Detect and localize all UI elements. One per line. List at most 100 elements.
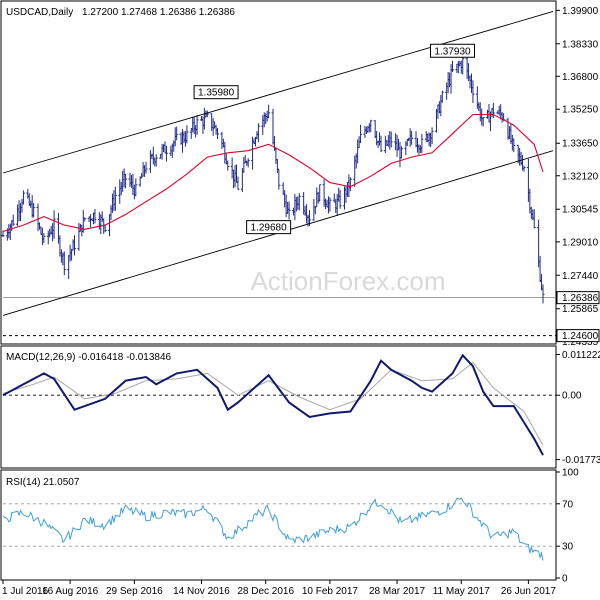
ohlc-bar (267, 104, 271, 119)
ohlc-bar (236, 176, 240, 190)
price-axis-label: 1.38330 (562, 39, 599, 50)
annotation-label: 1.35980 (198, 88, 235, 99)
rsi-panel-title: RSI(14) 21.0507 (6, 477, 80, 488)
x-axis-label: 26 Jun 2017 (501, 586, 556, 597)
ohlc-bar (226, 160, 230, 171)
ohlc-bar (185, 125, 189, 144)
rsi-series (2, 497, 556, 561)
price-y-axis: 1.39900 1.38330 1.36800 1.35250 1.33650 1.321… (556, 6, 600, 348)
x-axis-label: 10 Feb 2017 (302, 586, 359, 597)
ohlc-bar (73, 235, 77, 256)
current-price-badge-label: 1.26386 (562, 293, 599, 304)
price-annotations: 1.35980 1.29680 1.37930 (193, 43, 476, 235)
price-axis-label: 1.29010 (562, 237, 599, 248)
x-axis-label: 16 Aug 2016 (42, 586, 99, 597)
ohlc-bar (277, 168, 281, 190)
ohlc-bar (399, 146, 403, 159)
price-axis-label: 1.27440 (562, 271, 599, 282)
ohlc-bar (348, 177, 352, 191)
ohlc-bar (369, 119, 373, 133)
macd-panel-title: MACD(12,26,9) -0.016418 -0.013846 (6, 352, 172, 363)
ohlc-bar (42, 233, 46, 244)
ohlc-bar (338, 189, 342, 209)
ohlc-bar (541, 284, 545, 304)
ohlc-bar (389, 131, 393, 148)
ohlc-bar (379, 135, 383, 153)
rsi-line (2, 497, 544, 561)
ohlc-bar (113, 186, 117, 211)
x-axis-label: 1 Jul 2016 (2, 586, 49, 597)
price-axis-label: 1.39900 (562, 6, 599, 17)
ohlc-bar (410, 130, 414, 145)
ohlc-bar (154, 154, 158, 167)
rsi-panel-frame (0, 469, 557, 581)
price-axis-label: 1.30545 (562, 205, 599, 216)
ohlc-bar (93, 208, 97, 224)
macd-axis-label: 0.00 (562, 391, 582, 402)
rsi-axis-label: 100 (562, 468, 579, 479)
ohlc-bar (124, 173, 128, 189)
ohlc-bar (491, 102, 495, 119)
macd-y-axis: 0.011222 0.00 -0.017734 (556, 350, 600, 466)
ohlc-bar (52, 210, 56, 239)
ohlc-bar (512, 138, 516, 153)
support-badge-box (556, 329, 600, 343)
price-panel-frame (0, 0, 557, 345)
price-panel-title: USDCAD,Daily 1.27200 1.27468 1.26386 1.2… (6, 7, 235, 18)
x-axis-label: 28 Mar 2017 (369, 586, 426, 597)
rsi-axis-label: 70 (562, 499, 574, 510)
ohlc-bar (359, 124, 363, 144)
price-axis-label: 1.24335 (562, 337, 599, 348)
x-axis-label: 29 Sep 2016 (106, 586, 163, 597)
channel-upper-line (2, 11, 554, 174)
ohlc-bar (430, 127, 434, 145)
ohlc-bar (83, 217, 87, 222)
annotation-label: 1.37930 (434, 46, 471, 57)
ohlc-bar (481, 117, 485, 127)
ohlc-bar (216, 127, 220, 139)
x-axis-label: 28 Dec 2016 (237, 586, 294, 597)
price-reference-lines (3, 297, 556, 337)
annotation-label: 1.29680 (251, 223, 288, 234)
ohlc-bar (195, 114, 199, 135)
rsi-y-axis: 100 70 30 0 (556, 468, 579, 585)
ohlc-bar (144, 161, 148, 174)
macd-series (2, 353, 556, 456)
price-bars (1, 51, 545, 304)
ohlc-bar (205, 110, 209, 118)
symbol-title: USDCAD,Daily (6, 7, 73, 18)
price-axis-label: 1.32120 (562, 171, 599, 182)
ohlc-bar (11, 214, 15, 226)
price-axis-label: 1.36800 (562, 72, 599, 83)
annotation-box (430, 43, 476, 58)
ohlc-bar (420, 133, 424, 154)
ohlc-bar (62, 251, 66, 276)
price-annotation: 1.37930 (430, 43, 476, 58)
ohlc-bar (256, 123, 260, 143)
x-axis-label: 14 Nov 2016 (173, 586, 230, 597)
rsi-axis-label: 30 (562, 542, 574, 553)
macd-axis-label: 0.011222 (562, 350, 600, 361)
ohlc-bar (318, 184, 322, 202)
watermark-text: ActionForex.com (250, 266, 445, 296)
ohlc-bar (471, 80, 475, 103)
ohlc-bar (164, 146, 168, 162)
price-axis-label: 1.33650 (562, 139, 599, 150)
annotation-box (246, 220, 292, 235)
macd-panel-frame (0, 345, 557, 469)
rsi-axis-label: 0 (562, 574, 568, 585)
price-annotation: 1.29680 (246, 220, 292, 235)
ohlc-bar (32, 202, 36, 218)
macd-main-line (2, 353, 544, 456)
x-axis-label: 11 May 2017 (433, 586, 491, 597)
ohlc-bar (246, 158, 250, 168)
ohlc-bar (451, 60, 455, 72)
ohlc-bar (148, 150, 152, 173)
ohlc-bar (134, 178, 138, 197)
price-axis-label: 1.25865 (562, 304, 599, 315)
ohlc-bar (440, 90, 444, 103)
support-badge: 1.24600 (556, 329, 600, 343)
